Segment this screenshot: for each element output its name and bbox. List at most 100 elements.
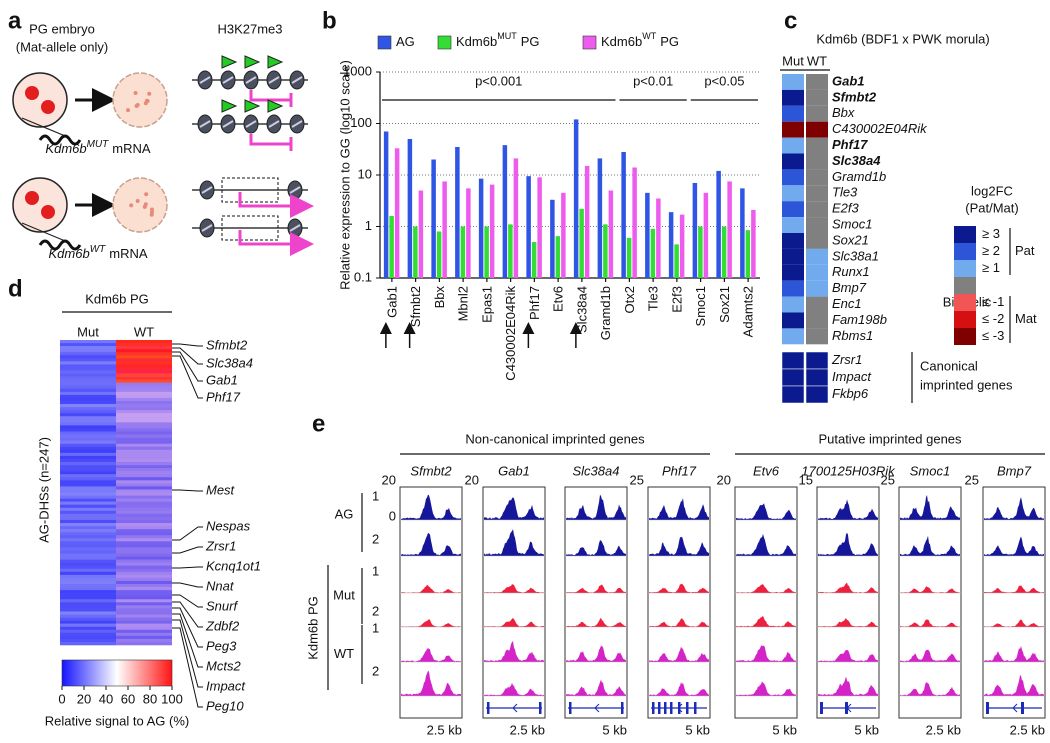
gene-label: Gab1 [832,73,865,88]
legend-name: Kdm6b [601,34,642,49]
heatmap-row [60,532,116,536]
bar [478,178,484,278]
gene-label: Gramd1b [832,169,886,184]
heatmap-row [116,635,172,640]
legend-suffix: PG [660,34,679,49]
track-box [482,486,546,719]
legend-cell [954,243,976,260]
heatmap-cell [781,385,805,404]
heatmap-row [116,385,172,390]
heatmap-row [60,376,116,380]
heatmap-row [116,486,172,490]
heatmap-row [60,449,116,454]
gene-label: Fkbp6 [832,386,869,401]
legend-swatch [377,35,392,50]
heatmap-cell [782,153,804,170]
heatmap-row [60,547,116,551]
nucleosome-stripe [201,224,213,232]
gene-label: Snurf [206,598,238,613]
signal-track [984,497,1044,520]
group-title: Putative imprinted genes [818,431,962,446]
signal-track [736,645,796,662]
signal-track [649,583,709,593]
heatmap-row [116,590,172,594]
heatmap-row [116,355,172,359]
condition-label: AG [335,506,354,521]
exon [658,702,661,714]
heatmap-header: Kdm6b PG [85,291,149,306]
repression [249,134,293,151]
colorbar-tick-label: 80 [143,691,157,706]
heatmap-row [116,340,172,344]
leader-line [172,347,203,365]
gene-label: Peg3 [206,638,237,653]
heatmap-cell [805,368,829,387]
heatmap-row [60,480,116,484]
gene-label: Kcnq1ot1 [206,558,261,573]
mark-label: H3K27me3 [217,21,282,36]
heatmap-row [116,553,172,557]
nucleosome-stripe [268,76,280,84]
heatmap-row [60,343,116,347]
leader-line [172,607,203,648]
heatmap-row [116,599,172,603]
signal-track [649,682,709,696]
signal-track [649,618,709,627]
heatmap-row [116,410,172,414]
heatmap-row [60,641,116,646]
y-tick-label: 10 [358,166,372,181]
track-scale: 25 [965,472,979,487]
heatmap-row [60,556,116,560]
signal-track [484,584,544,593]
heatmap-row [116,571,172,576]
leader-line [172,351,203,382]
heatmap-row [60,486,116,490]
bar [597,158,603,278]
panel-label: d [8,275,23,302]
bar [442,181,447,278]
heatmap-row [116,364,172,368]
gene-name: 1700125H03Rik [801,463,896,478]
signal-track [900,586,960,593]
legend-name: AG [396,34,415,49]
bar [489,184,495,278]
heatmap-row [116,407,172,411]
zygote [12,72,68,128]
heatmap-row [116,425,172,429]
heatmap-row [60,602,116,606]
heatmap-row [116,501,172,505]
panel-label: a [8,7,22,34]
strand [1012,703,1018,713]
heatmap-row [116,462,172,466]
morula-dot [135,102,140,107]
zero-label: 0 [389,508,396,523]
signal-track [566,540,626,556]
pronucleus [25,86,39,100]
heatmap-row [60,440,116,444]
pronucleus [25,191,39,205]
p-value: p<0.01 [633,73,673,88]
heatmap-row [60,422,116,426]
heatmap-cell [806,89,828,106]
heatmap-row [60,477,116,481]
heatmap-cell [806,153,828,170]
morula-dot [135,199,140,204]
legend-suffix: PG [521,34,540,49]
zygote [12,177,68,233]
heatmap-row [60,443,116,448]
heatmap-row [60,580,116,585]
signal-track [401,494,461,520]
mrna-label: Kdm6bMUT mRNA [45,139,150,157]
signal-track [484,497,544,520]
heatmap-row [60,541,116,545]
legend-title: log2FC [971,183,1013,198]
mrna-label: Kdm6bWT mRNA [48,244,147,262]
column-label: Mut [77,324,99,339]
heatmap-row [60,340,116,344]
heatmap-row [116,498,172,502]
x-tick-label: Phf17 [527,286,542,320]
leader-line [172,526,203,541]
gene-label: Enc1 [832,296,862,311]
colorbar-label: Relative signal to AG (%) [45,713,190,728]
heatmap-row [116,519,172,524]
